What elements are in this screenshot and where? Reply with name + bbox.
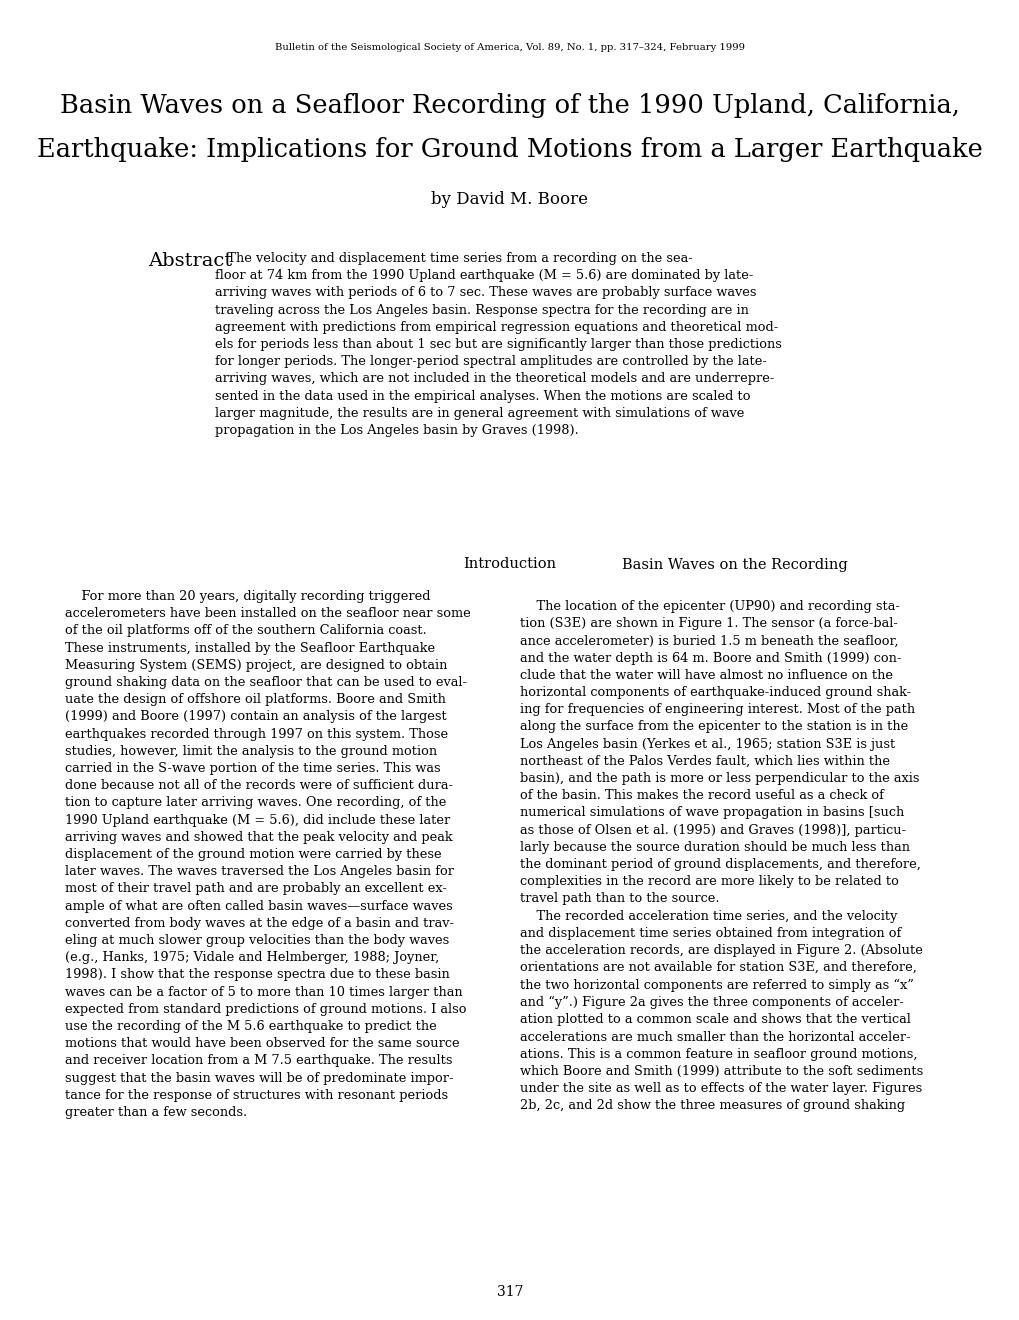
Text: by David M. Boore: by David M. Boore	[431, 191, 588, 209]
Text: Earthquake: Implications for Ground Motions from a Larger Earthquake: Earthquake: Implications for Ground Moti…	[37, 137, 982, 162]
Text: Bulletin of the Seismological Society of America, Vol. 89, No. 1, pp. 317–324, F: Bulletin of the Seismological Society of…	[275, 44, 744, 53]
Text: Abstract: Abstract	[148, 252, 232, 271]
Text: Introduction: Introduction	[463, 557, 556, 572]
Text: 317: 317	[496, 1284, 523, 1299]
Text: Basin Waves on a Seafloor Recording of the 1990 Upland, California,: Basin Waves on a Seafloor Recording of t…	[60, 92, 959, 117]
Text: The velocity and displacement time series from a recording on the sea-
floor at : The velocity and displacement time serie…	[215, 252, 782, 437]
Text: The location of the epicenter (UP90) and recording sta-
tion (S3E) are shown in : The location of the epicenter (UP90) and…	[520, 601, 922, 1113]
Text: For more than 20 years, digitally recording triggered
accelerometers have been i: For more than 20 years, digitally record…	[65, 590, 471, 1119]
Text: Basin Waves on the Recording: Basin Waves on the Recording	[622, 558, 847, 572]
